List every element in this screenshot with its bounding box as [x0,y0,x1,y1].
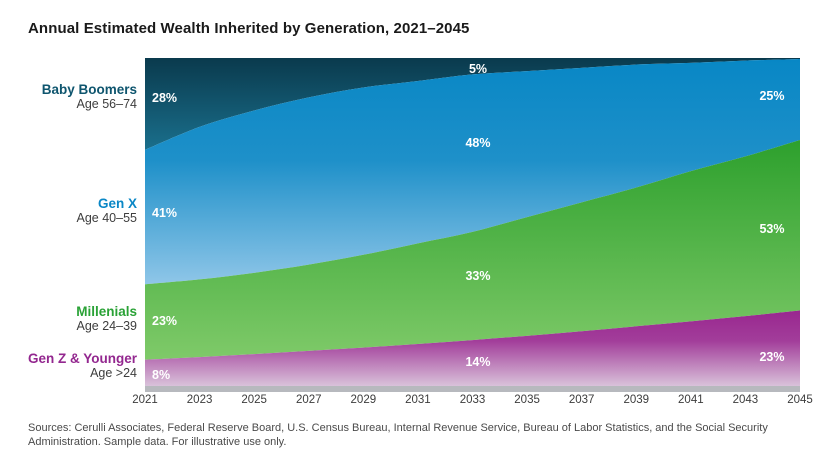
generation-name: Gen Z & Younger [27,351,137,366]
callout-genz-2045: 23% [759,350,785,364]
x-tick-2037: 2037 [568,394,595,406]
callout-genx-2021: 41% [152,206,178,220]
source-note: Sources: Cerulli Associates, Federal Res… [28,422,768,448]
callout-genz-2021: 8% [152,368,171,382]
legend-baby-boomers: Baby Boomers Age 56–74 [0,82,137,112]
generation-age: Age >24 [90,366,137,380]
stacked-area-chart [145,58,800,386]
callout-genx-2045: 25% [759,89,785,103]
callout-millennials-2021: 23% [152,314,178,328]
band-area-gen-x [145,58,800,285]
x-tick-2043: 2043 [732,394,759,406]
x-tick-2039: 2039 [623,394,650,406]
callout-genz-2033: 14% [465,355,491,369]
band-area-baby-boomers [145,58,800,150]
callout-boomers-2033: 5% [468,62,488,76]
x-tick-2021: 2021 [132,394,158,406]
x-tick-2029: 2029 [350,394,377,406]
generation-name: Millenials [76,304,137,319]
band-area-gen-z-younger [145,310,800,386]
legend-gen-x: Gen X Age 40–55 [0,196,137,226]
callout-millennials-2033: 33% [465,269,491,283]
x-tick-2025: 2025 [241,394,267,406]
callout-millennials-2045: 53% [759,222,785,236]
x-tick-2035: 2035 [514,394,540,406]
x-tick-2033: 2033 [459,394,486,406]
x-axis-baseline [145,386,800,392]
generation-name: Gen X [97,196,137,211]
legend-gen-z: Gen Z & Younger Age >24 [0,351,137,381]
x-axis-labels: 2021 2023 2025 2027 2029 2031 2033 2035 2037 2039… [132,394,813,410]
x-tick-2023: 2023 [186,394,213,406]
x-tick-2031: 2031 [405,394,431,406]
x-tick-2027: 2027 [295,394,322,406]
callout-boomers-2021: 28% [152,91,178,105]
x-tick-2041: 2041 [678,394,704,406]
generation-age: Age 56–74 [76,97,137,111]
callout-genx-2033: 48% [465,136,491,150]
generation-age: Age 24–39 [76,319,137,333]
band-area-millenials [145,140,800,360]
legend-millenials: Millenials Age 24–39 [0,304,137,334]
generation-age: Age 40–55 [76,211,137,225]
generation-name: Baby Boomers [41,82,137,97]
plot-area [145,58,800,386]
x-tick-2045: 2045 [787,394,813,406]
chart-title: Annual Estimated Wealth Inherited by Gen… [28,20,470,37]
